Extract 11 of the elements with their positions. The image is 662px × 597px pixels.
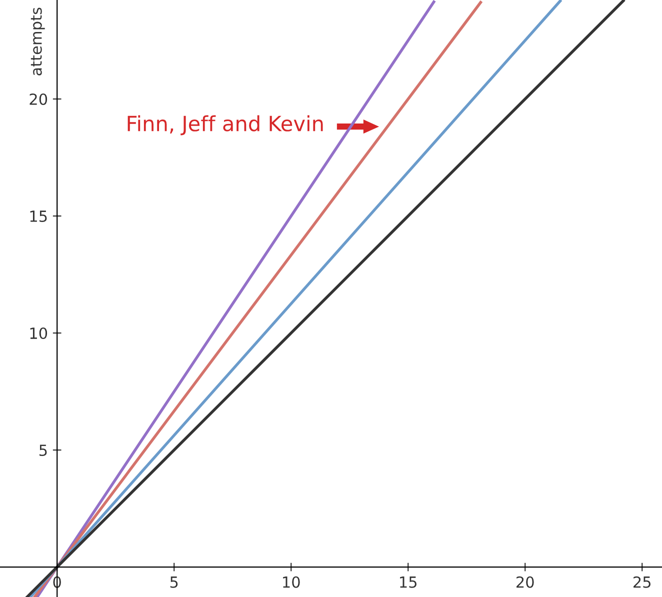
y-tick-label: 15	[30, 210, 47, 222]
x-tick-label: 15	[400, 576, 416, 588]
x-tick-label: 20	[516, 576, 534, 588]
x-tick-label: 5	[170, 576, 178, 588]
x-tick-label: 25	[634, 576, 650, 588]
x-tick-label: 10	[283, 576, 300, 588]
annotation: Finn, Jeff and Kevin	[128, 115, 323, 136]
y-axis-title: attempts	[30, 8, 45, 76]
y-tick-label: 5	[40, 444, 47, 456]
y-tick-label: 20	[30, 93, 48, 106]
y-tick-label: 10	[30, 327, 48, 340]
